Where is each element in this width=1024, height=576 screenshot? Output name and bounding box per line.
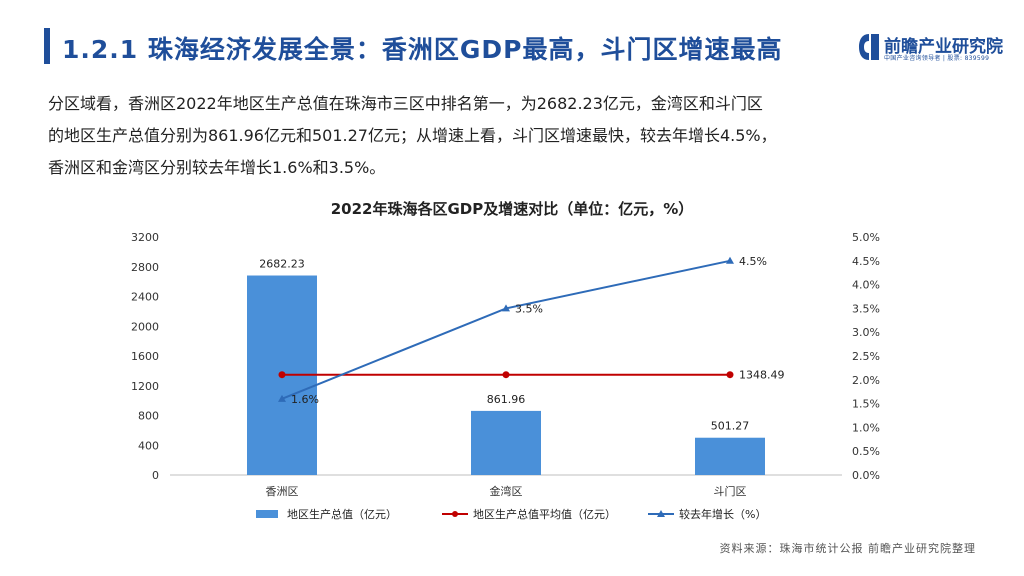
y-left-tick-label: 2400 <box>131 291 159 304</box>
y-right-tick-label: 1.5% <box>852 398 880 411</box>
gdp-bar <box>471 410 541 475</box>
y-left-tick-label: 1600 <box>131 350 159 363</box>
bar-value-label: 2682.23 <box>259 258 305 271</box>
source-note: 资料来源：珠海市统计公报 前瞻产业研究院整理 <box>719 542 976 555</box>
legend-label: 地区生产总值平均值（亿元） <box>473 507 616 521</box>
growth-marker <box>502 304 510 312</box>
x-category-label: 金湾区 <box>490 484 523 498</box>
y-left-tick-label: 2800 <box>131 261 159 274</box>
gdp-bar <box>695 437 765 475</box>
intro-paragraph: 分区域看，香洲区2022年地区生产总值在珠海市三区中排名第一，为2682.23亿… <box>48 88 978 184</box>
y-right-tick-label: 5.0% <box>852 231 880 244</box>
logo-icon <box>859 34 879 60</box>
title-accent-bar <box>44 28 50 64</box>
x-category-label: 香洲区 <box>266 485 299 498</box>
y-right-tick-label: 4.0% <box>852 279 880 292</box>
growth-value-label: 3.5% <box>515 302 543 315</box>
gdp-growth-chart: 0 400 800 1200 1600 2000 2400 2800 3200 0.0% 0.5% 1… <box>131 231 880 521</box>
y-left-tick-label: 2000 <box>131 320 159 333</box>
legend-swatch-marker <box>452 511 458 517</box>
average-marker <box>726 371 734 379</box>
y-right-tick-label: 1.0% <box>852 421 880 434</box>
brand-logo: 前瞻产业研究院 中国产业咨询领导者 | 股票: 839599 <box>858 30 1003 64</box>
legend-label: 地区生产总值（亿元） <box>287 507 397 521</box>
y-right-tick-label: 4.5% <box>852 255 880 268</box>
logo-subtitle: 中国产业咨询领导者 | 股票: 839599 <box>884 55 990 62</box>
bar-value-label: 861.96 <box>487 393 526 406</box>
growth-value-label: 1.6% <box>291 393 319 406</box>
y-right-tick-label: 3.0% <box>852 326 880 339</box>
y-right-tick-label: 3.5% <box>852 302 880 315</box>
y-right-tick-label: 0.0% <box>852 469 880 482</box>
intro-line: 分区域看，香洲区2022年地区生产总值在珠海市三区中排名第一，为2682.23亿… <box>48 94 763 113</box>
chart-title: 2022年珠海各区GDP及增速对比（单位：亿元，%） <box>330 200 694 218</box>
y-right-tick-label: 2.5% <box>852 350 880 363</box>
legend-swatch-marker <box>657 510 665 517</box>
average-marker <box>502 371 510 379</box>
y-left-tick-label: 0 <box>152 469 159 482</box>
logo-name: 前瞻产业研究院 <box>884 37 1003 57</box>
intro-line: 香洲区和金湾区分别较去年增长1.6%和3.5%。 <box>48 158 386 177</box>
average-value-label: 1348.49 <box>739 369 785 382</box>
y-left-tick-label: 800 <box>138 410 159 423</box>
average-marker <box>278 371 286 379</box>
y-left-tick-label: 3200 <box>131 231 159 244</box>
legend-swatch-bar <box>256 510 278 518</box>
growth-marker <box>278 394 286 402</box>
bar-value-label: 501.27 <box>711 420 750 433</box>
y-right-tick-label: 0.5% <box>852 445 880 458</box>
y-left-tick-label: 400 <box>138 439 159 452</box>
x-category-label: 斗门区 <box>714 484 747 498</box>
growth-value-label: 4.5% <box>739 255 767 268</box>
page-title: 1.2.1 珠海经济发展全景：香洲区GDP最高，斗门区增速最高 <box>62 35 783 64</box>
y-left-tick-label: 1200 <box>131 380 159 393</box>
growth-marker <box>726 256 734 264</box>
intro-line: 的地区生产总值分别为861.96亿元和501.27亿元；从增速上看，斗门区增速最… <box>48 126 777 145</box>
y-right-tick-label: 2.0% <box>852 374 880 387</box>
legend-label: 较去年增长（%） <box>679 507 766 521</box>
